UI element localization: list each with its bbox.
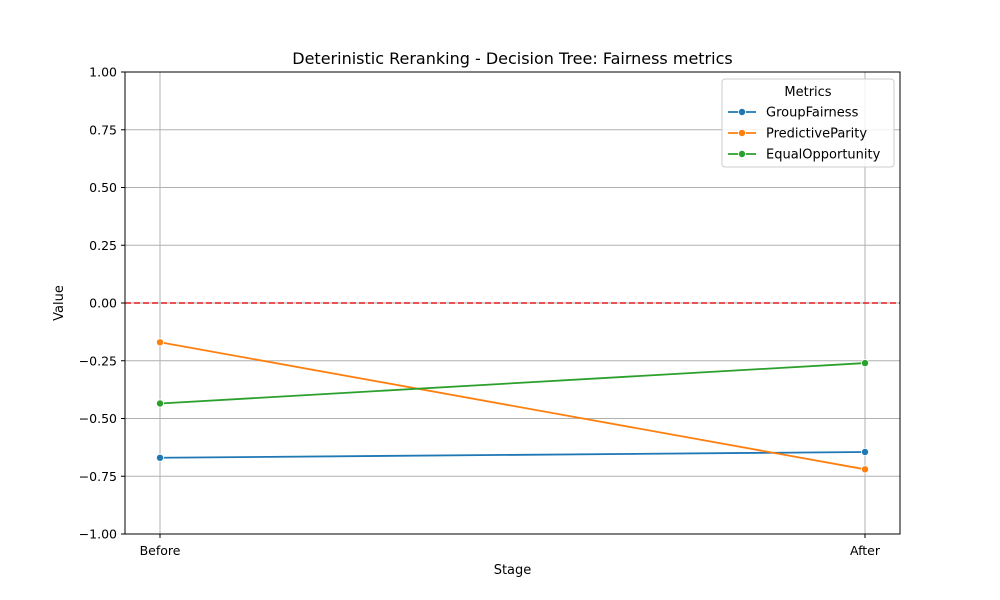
y-tick-label: −1.00 — [79, 527, 117, 542]
legend-swatch-marker-equalopportunity — [738, 149, 747, 158]
series-group — [155, 338, 870, 474]
chart-title: Deterinistic Reranking - Decision Tree: … — [292, 49, 732, 68]
legend-swatch-marker-predictiveparity — [738, 128, 747, 137]
y-tick-label: 0.75 — [89, 122, 117, 137]
legend-entry-groupfairness: GroupFairness — [766, 106, 859, 121]
y-tick-label: −0.25 — [79, 353, 117, 368]
series-line-groupfairness — [159, 451, 866, 459]
y-tick-label: 1.00 — [89, 65, 117, 80]
x-tick-label: After — [850, 543, 881, 558]
legend-entry-predictiveparity: PredictiveParity — [766, 127, 867, 142]
y-axis-label: Value — [52, 285, 67, 321]
legend-swatch-marker-groupfairness — [738, 108, 747, 117]
legend-entry-equalopportunity: EqualOpportunity — [766, 148, 881, 163]
x-axis-label: Stage — [494, 563, 532, 578]
y-tick-label: 0.25 — [89, 238, 117, 253]
y-tick-label: −0.50 — [79, 411, 117, 426]
x-tick-label: Before — [140, 543, 181, 558]
data-point-groupfairness — [861, 447, 870, 456]
y-tick-label: −0.75 — [79, 469, 117, 484]
y-tick-label: 0.50 — [89, 180, 117, 195]
series-line-predictiveparity — [159, 341, 866, 471]
data-point-groupfairness — [155, 453, 164, 462]
y-tick-label: 0.00 — [89, 296, 117, 311]
data-point-predictiveparity — [861, 465, 870, 474]
x-axis-ticks: Before After — [140, 534, 881, 558]
data-point-equalopportunity — [861, 359, 870, 368]
legend: Metrics GroupFairness PredictiveParity Equa… — [721, 78, 895, 168]
y-axis-ticks: 1.00 0.75 0.50 0.25 0.00 −0.25 −0.50 −0.75 −1.00 — [79, 65, 125, 542]
data-point-predictiveparity — [155, 338, 164, 347]
data-point-equalopportunity — [155, 399, 164, 408]
series-line-equalopportunity — [159, 362, 866, 405]
legend-title: Metrics — [784, 85, 831, 100]
legend-box — [721, 78, 895, 168]
